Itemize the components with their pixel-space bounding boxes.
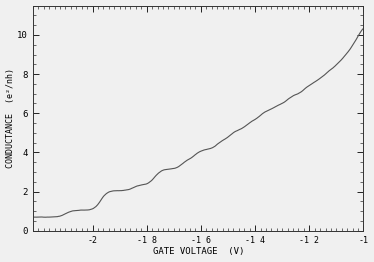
Y-axis label: CONDUCTANCE  (e²/nh): CONDUCTANCE (e²/nh) (6, 68, 15, 168)
X-axis label: GATE VOLTAGE  (V): GATE VOLTAGE (V) (153, 247, 244, 256)
